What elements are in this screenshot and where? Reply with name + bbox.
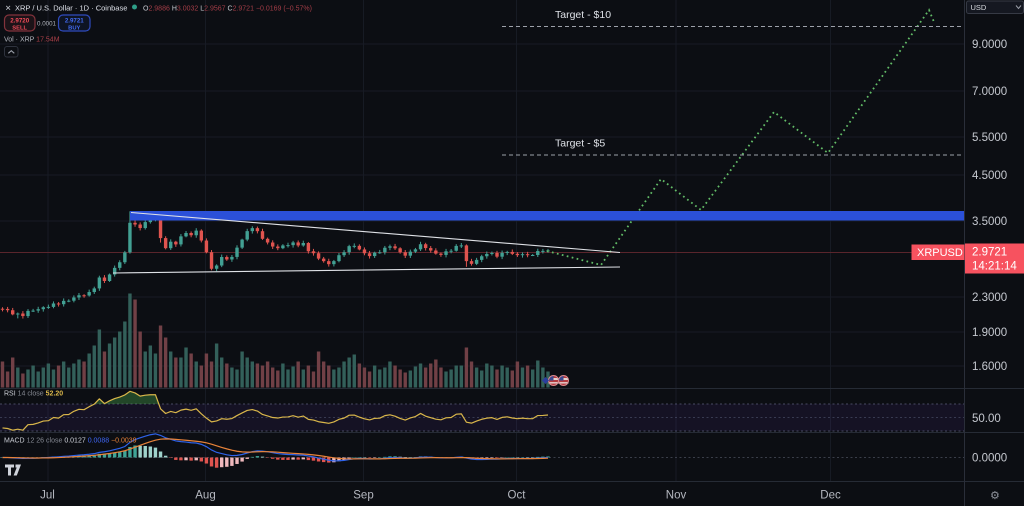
svg-text:Aug: Aug [195, 490, 215, 502]
svg-text:O2.9886 H3.0032 L2.9567 C2.972: O2.9886 H3.0032 L2.9567 C2.9721 −0.0169 … [143, 6, 312, 13]
svg-text:1.6000: 1.6000 [972, 361, 1007, 373]
svg-text:4.5000: 4.5000 [972, 170, 1007, 182]
svg-text:XRP / U.S. Dollar · 1D · Coinb: XRP / U.S. Dollar · 1D · Coinbase [15, 4, 127, 13]
svg-text:USD: USD [971, 3, 987, 12]
svg-text:9.0000: 9.0000 [972, 39, 1007, 51]
svg-text:2.9721: 2.9721 [972, 247, 1007, 259]
svg-text:3.5000: 3.5000 [972, 216, 1007, 228]
svg-text:Oct: Oct [508, 490, 527, 502]
svg-text:Target - $10: Target - $10 [555, 9, 611, 21]
svg-text:Nov: Nov [666, 490, 687, 502]
svg-text:50.00: 50.00 [972, 413, 1001, 425]
svg-text:Vol · XRP 17.54M: Vol · XRP 17.54M [4, 37, 60, 44]
svg-text:14:21:14: 14:21:14 [972, 261, 1017, 273]
svg-text:0.0001: 0.0001 [37, 20, 56, 27]
svg-text:XRPUSD: XRPUSD [917, 247, 963, 259]
svg-text:2.9721: 2.9721 [65, 17, 84, 24]
svg-text:1.9000: 1.9000 [972, 327, 1007, 339]
svg-text:⚙: ⚙ [990, 490, 1000, 502]
svg-text:Target - $5: Target - $5 [555, 138, 605, 150]
svg-text:7.0000: 7.0000 [972, 86, 1007, 98]
svg-text:0.0000: 0.0000 [972, 453, 1007, 465]
svg-text:MACD 12 26 close 0.0127 0.008: MACD 12 26 close 0.0127 0.0088 −0.0039 [4, 438, 137, 445]
svg-text:SELL: SELL [12, 25, 27, 31]
svg-text:Sep: Sep [353, 490, 373, 502]
svg-text:5.5000: 5.5000 [972, 132, 1007, 144]
svg-text:✕: ✕ [5, 4, 11, 13]
svg-text:RSI 14 close 52.20: RSI 14 close 52.20 [4, 391, 63, 398]
svg-text:Jul: Jul [40, 490, 55, 502]
svg-text:2.9720: 2.9720 [10, 17, 29, 24]
svg-text:BUY: BUY [68, 25, 80, 31]
svg-text:2.3000: 2.3000 [972, 292, 1007, 304]
svg-text:Dec: Dec [820, 490, 841, 502]
